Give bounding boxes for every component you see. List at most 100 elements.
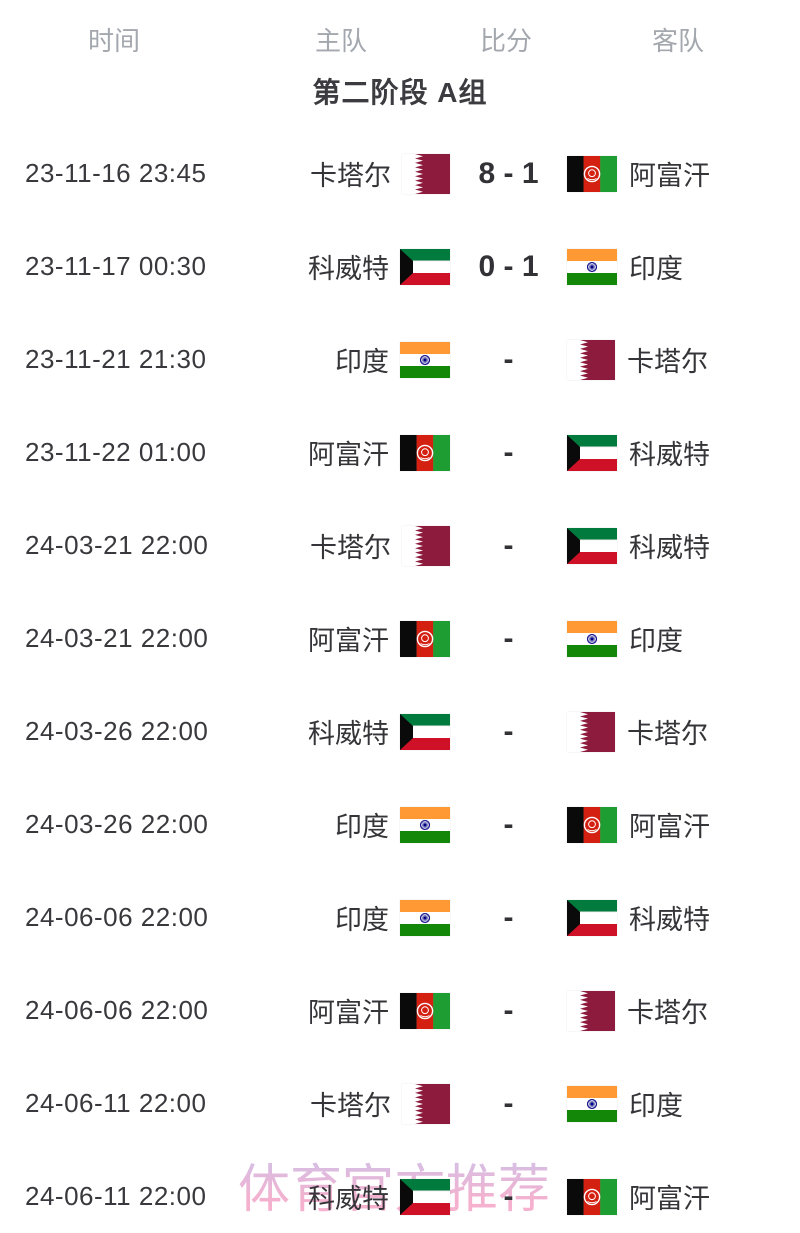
- home-team-name: 科威特: [308, 254, 389, 284]
- home-team-cell: 阿富汗: [200, 619, 450, 658]
- column-header-time: 时间: [88, 26, 141, 56]
- match-row[interactable]: 24-03-21 22:00 卡塔尔 - 科威特: [0, 499, 800, 592]
- away-team-name: 卡塔尔: [627, 998, 708, 1028]
- qatar-flag-icon: [402, 1083, 450, 1124]
- match-time: 24-06-11 22:00: [25, 1088, 207, 1118]
- home-team-name: 印度: [335, 905, 389, 935]
- away-team-cell: 卡塔尔: [567, 711, 800, 752]
- match-score: -: [503, 993, 514, 1027]
- match-score: -: [503, 621, 514, 655]
- away-team-name: 阿富汗: [629, 161, 710, 191]
- away-team-cell: 阿富汗: [567, 805, 800, 844]
- home-team-cell: 科威特: [200, 247, 450, 286]
- afghanistan-flag-icon: [567, 155, 617, 192]
- qatar-flag-icon: [567, 990, 615, 1031]
- away-team-name: 卡塔尔: [627, 719, 708, 749]
- india-flag-icon: [567, 1085, 617, 1122]
- match-time: 24-06-06 22:00: [25, 995, 209, 1025]
- away-team-cell: 阿富汗: [567, 154, 800, 193]
- home-team-cell: 阿富汗: [200, 991, 450, 1030]
- home-team-name: 卡塔尔: [310, 161, 391, 191]
- kuwait-flag-icon: [400, 713, 450, 750]
- match-score: -: [503, 528, 514, 562]
- away-team-cell: 卡塔尔: [567, 339, 800, 380]
- match-row[interactable]: 24-03-26 22:00 科威特 - 卡塔尔: [0, 685, 800, 778]
- match-row[interactable]: 23-11-17 00:30 科威特 0 - 1 印度: [0, 220, 800, 313]
- match-row[interactable]: 23-11-16 23:45 卡塔尔 8 - 1 阿富汗: [0, 127, 800, 220]
- match-score: -: [503, 900, 514, 934]
- match-row[interactable]: 23-11-22 01:00 阿富汗 - 科威特: [0, 406, 800, 499]
- away-team-cell: 科威特: [567, 433, 800, 472]
- afghanistan-flag-icon: [400, 434, 450, 471]
- away-team-cell: 印度: [567, 1084, 800, 1123]
- away-team-name: 印度: [629, 254, 683, 284]
- match-score: -: [503, 342, 514, 376]
- kuwait-flag-icon: [567, 434, 617, 471]
- away-team-cell: 阿富汗: [567, 1177, 800, 1216]
- home-team-cell: 印度: [200, 898, 450, 937]
- india-flag-icon: [400, 899, 450, 936]
- away-team-name: 科威特: [629, 440, 710, 470]
- match-score: 8 - 1: [478, 156, 539, 190]
- afghanistan-flag-icon: [400, 992, 450, 1029]
- match-row[interactable]: 24-03-26 22:00 印度 - 阿富汗: [0, 778, 800, 871]
- match-score: -: [503, 1086, 514, 1120]
- home-team-name: 阿富汗: [308, 626, 389, 656]
- kuwait-flag-icon: [567, 899, 617, 936]
- home-team-cell: 卡塔尔: [200, 1083, 450, 1124]
- match-time: 23-11-17 00:30: [25, 251, 207, 281]
- match-row[interactable]: 24-06-06 22:00 印度 - 科威特: [0, 871, 800, 964]
- match-row[interactable]: 24-06-06 22:00 阿富汗 - 卡塔尔: [0, 964, 800, 1057]
- kuwait-flag-icon: [400, 1178, 450, 1215]
- qatar-flag-icon: [402, 525, 450, 566]
- away-team-cell: 科威特: [567, 898, 800, 937]
- home-team-cell: 卡塔尔: [200, 153, 450, 194]
- india-flag-icon: [567, 248, 617, 285]
- column-header-score: 比分: [480, 26, 533, 56]
- home-team-cell: 科威特: [200, 712, 450, 751]
- match-row[interactable]: 24-06-11 22:00 科威特 - 阿富汗: [0, 1150, 800, 1233]
- qatar-flag-icon: [402, 153, 450, 194]
- match-time: 24-06-11 22:00: [25, 1181, 207, 1211]
- away-team-name: 印度: [629, 1091, 683, 1121]
- match-score: 0 - 1: [478, 249, 539, 283]
- column-header-row: 时间 主队 比分 客队: [0, 24, 800, 58]
- away-team-name: 阿富汗: [629, 1184, 710, 1214]
- match-list: 23-11-16 23:45 卡塔尔 8 - 1 阿富汗 23-11-17 00…: [0, 127, 800, 1233]
- match-time: 24-03-26 22:00: [25, 716, 209, 746]
- kuwait-flag-icon: [567, 527, 617, 564]
- home-team-name: 卡塔尔: [310, 533, 391, 563]
- away-team-name: 印度: [629, 626, 683, 656]
- section-title: 第二阶段 A组: [312, 77, 488, 108]
- match-row[interactable]: 24-06-11 22:00 卡塔尔 - 印度: [0, 1057, 800, 1150]
- match-time: 24-06-06 22:00: [25, 902, 209, 932]
- match-row[interactable]: 24-03-21 22:00 阿富汗 - 印度: [0, 592, 800, 685]
- away-team-name: 科威特: [629, 905, 710, 935]
- match-time: 23-11-16 23:45: [25, 158, 207, 188]
- match-row[interactable]: 23-11-21 21:30 印度 - 卡塔尔: [0, 313, 800, 406]
- india-flag-icon: [400, 806, 450, 843]
- home-team-name: 印度: [335, 812, 389, 842]
- away-team-cell: 印度: [567, 247, 800, 286]
- home-team-name: 阿富汗: [308, 998, 389, 1028]
- column-header-away: 客队: [652, 26, 705, 56]
- away-team-name: 科威特: [629, 533, 710, 563]
- home-team-cell: 卡塔尔: [200, 525, 450, 566]
- home-team-cell: 印度: [200, 340, 450, 379]
- home-team-cell: 科威特: [200, 1177, 450, 1216]
- afghanistan-flag-icon: [400, 620, 450, 657]
- match-time: 24-03-26 22:00: [25, 809, 209, 839]
- home-team-cell: 印度: [200, 805, 450, 844]
- match-score: -: [503, 714, 514, 748]
- away-team-cell: 科威特: [567, 526, 800, 565]
- column-header-home: 主队: [315, 26, 368, 56]
- kuwait-flag-icon: [400, 248, 450, 285]
- home-team-name: 阿富汗: [308, 440, 389, 470]
- away-team-cell: 卡塔尔: [567, 990, 800, 1031]
- qatar-flag-icon: [567, 339, 615, 380]
- match-score: -: [503, 807, 514, 841]
- match-time: 24-03-21 22:00: [25, 623, 209, 653]
- home-team-name: 科威特: [308, 719, 389, 749]
- india-flag-icon: [567, 620, 617, 657]
- match-time: 24-03-21 22:00: [25, 530, 209, 560]
